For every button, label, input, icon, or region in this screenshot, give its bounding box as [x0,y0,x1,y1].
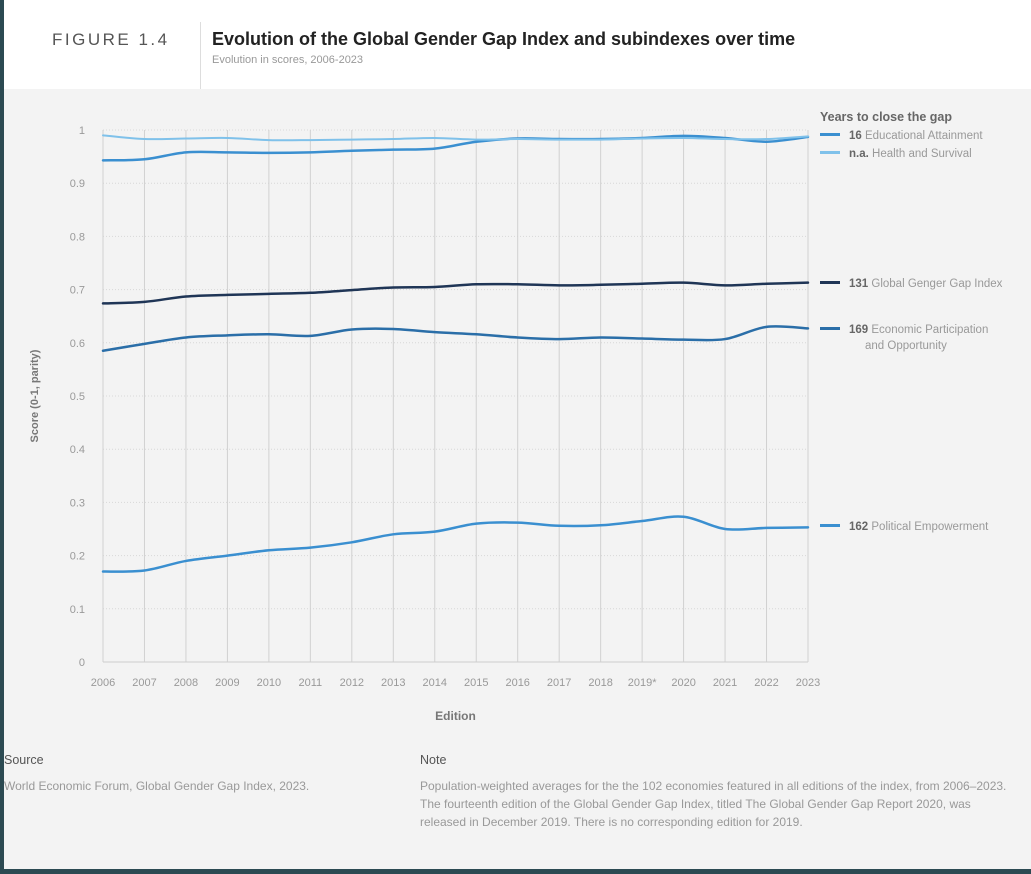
header-divider [200,22,201,89]
x-tick-label: 2019* [628,677,657,689]
note-text: Population-weighted averages for the the… [420,779,1007,829]
x-tick-label: 2007 [132,677,156,689]
y-tick-label: 0 [79,657,85,669]
years-to-close: n.a. [849,148,869,160]
legend-swatch [820,524,840,528]
legend-title: Years to close the gap [820,110,952,124]
y-tick-label: 0.7 [70,285,85,297]
y-tick-label: 0.4 [70,444,85,456]
legend-label: Economic Participation [868,324,989,336]
x-tick-label: 2015 [464,677,488,689]
x-tick-label: 2020 [671,677,695,689]
legend-swatch [820,133,840,137]
legend-label: Health and Survival [868,148,972,160]
legend-swatch [820,151,840,155]
legend-swatch [820,281,840,285]
x-tick-label: 2006 [91,677,115,689]
legend-item-political-empowerment: 162 Political Empowerment [820,519,988,535]
series-line-educational-attainment [101,134,810,162]
y-tick-label: 0.6 [70,338,85,350]
y-tick-label: 0.1 [70,604,85,616]
source-text: World Economic Forum, Global Gender Gap … [4,779,310,793]
y-axis-label: Score (0-1, parity) [29,349,41,442]
x-tick-label: 2009 [215,677,239,689]
x-tick-label: 2022 [754,677,778,689]
x-tick-label: 2012 [340,677,364,689]
x-tick-label: 2023 [796,677,820,689]
x-tick-label: 2017 [547,677,571,689]
years-to-close: 162 [849,521,869,533]
series-line-political-empowerment [101,515,810,573]
figure-panel: FIGURE 1.4 Evolution of the Global Gende… [4,0,1031,869]
x-tick-label: 2008 [174,677,198,689]
years-to-close: 16 [849,130,862,142]
legend-swatch [820,327,840,331]
note-heading: Note [420,753,447,767]
legend-label-line2: and Opportunity [865,340,947,352]
x-tick-label: 2011 [299,677,323,689]
y-tick-label: 0.9 [70,178,85,190]
legend-label: Educational Attainment [861,130,983,142]
source-heading: Source [4,753,44,767]
legend-item-economic-participation: 169 Economic Participation and Opportunit… [820,322,988,354]
figure-header: FIGURE 1.4 Evolution of the Global Gende… [4,0,1031,89]
y-tick-label: 0.5 [70,391,85,403]
legend-item-educational-attainment: 16 Educational Attainment [820,128,983,144]
legend-label: Political Empowerment [868,521,989,533]
legend-label: Global Genger Gap Index [868,278,1003,290]
legend-item-global-genger-gap-index: 131 Global Genger Gap Index [820,276,1002,292]
series-line-economic-participation [101,325,810,353]
y-tick-label: 0.2 [70,551,85,563]
line-chart: 0 0.1 0.2 0.3 0.4 0.5 0.6 0.7 0.8 0.9 1 2006 2007 200… [29,125,820,723]
series-line-global-genger-gap-index [101,281,810,305]
x-tick-label: 2021 [713,677,737,689]
x-tick-label: 2016 [505,677,529,689]
y-tick-label: 0.8 [70,231,85,243]
years-to-close: 131 [849,278,869,290]
legend-item-health-and-survival: n.a. Health and Survival [820,146,972,162]
figure-label: FIGURE 1.4 [52,30,170,49]
x-axis-label: Edition [435,709,476,723]
x-tick-label: 2013 [381,677,405,689]
x-tick-label: 2010 [257,677,281,689]
x-tick-label: 2014 [423,677,447,689]
chart-subtitle: Evolution in scores, 2006-2023 [212,54,364,66]
years-to-close: 169 [849,324,869,336]
y-tick-label: 0.3 [70,497,85,509]
y-tick-label: 1 [79,125,85,137]
chart-title: Evolution of the Global Gender Gap Index… [212,29,796,49]
x-tick-label: 2018 [588,677,612,689]
series-line-health-and-survival [102,134,809,142]
